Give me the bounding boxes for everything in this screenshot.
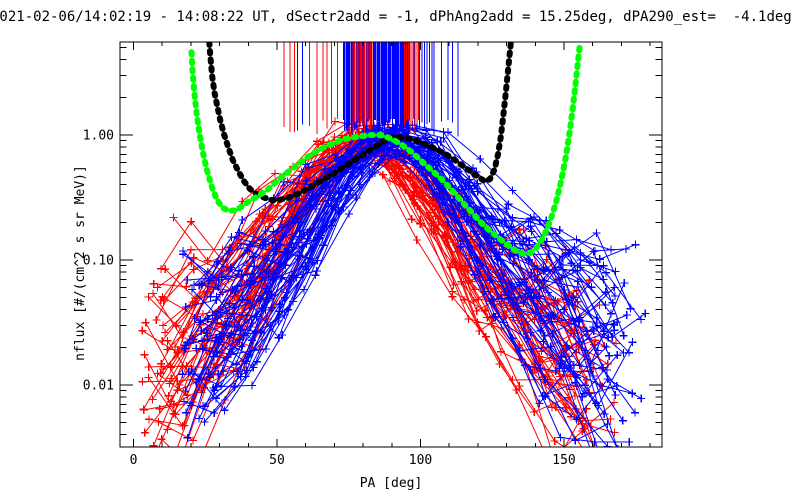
green-model-fit [188, 42, 584, 257]
x-tick-label-150: 150 [552, 453, 575, 468]
y-tick-label-1: 1.00 [83, 129, 114, 144]
y-tick-label-0.01: 0.01 [83, 379, 114, 394]
x-tick-label-100: 100 [409, 453, 432, 468]
plot-title: 2021-02-06/14:02:19 - 14:08:22 UT, dSect… [0, 9, 792, 25]
x-tick-label-50: 50 [269, 453, 285, 468]
y-tick-label-0.1: 0.10 [83, 254, 114, 269]
y-axis-title: nflux [#/(cm^2 s sr MeV)] [73, 165, 88, 361]
x-axis-title: PA [deg] [360, 476, 423, 491]
blue-trace-line [209, 137, 624, 358]
blue-trace-line [182, 129, 615, 343]
data-layer [138, 42, 650, 447]
black-model-fit [206, 42, 514, 204]
x-tick-label-0: 0 [130, 453, 138, 468]
offscale-clipped-lines [283, 42, 420, 138]
axis-labels-layer: 0 50 100 150 1.00 0.10 0.01 PA [deg] nfl… [73, 129, 576, 492]
axis-ticks [120, 42, 662, 447]
axes-layer [119, 41, 663, 448]
plot-box [119, 41, 663, 448]
